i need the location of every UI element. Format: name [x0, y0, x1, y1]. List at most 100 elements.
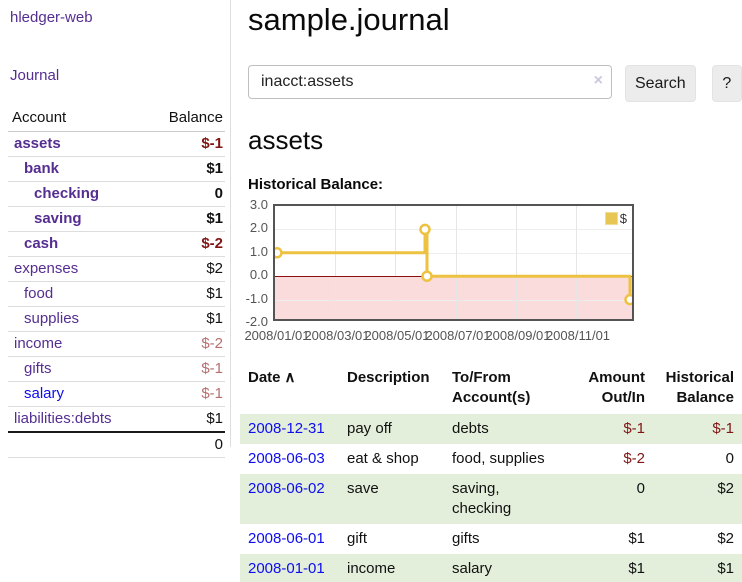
sort-asc-icon: ∧ [284, 369, 296, 386]
transaction-balance: $-1 [712, 420, 734, 437]
transaction-amount: $1 [628, 560, 645, 577]
search-button[interactable]: Search [625, 65, 696, 102]
register-header-row: Date ∧ Description To/From Account(s) Amo… [240, 363, 742, 414]
gridline [275, 253, 632, 254]
search-input[interactable] [248, 65, 612, 99]
account-row: supplies $1 [8, 306, 225, 332]
account-balance: $1 [146, 306, 225, 332]
page-title: sample.journal [248, 2, 450, 37]
register-row: 2008-06-03 eat & shop food, supplies $-2… [240, 444, 742, 474]
accounts-col-balance: Balance [146, 105, 225, 132]
y-tick: 2.0 [249, 220, 268, 235]
x-tick: 2008/11/01 [545, 328, 611, 343]
account-balance: $-2 [146, 331, 225, 357]
transaction-date-link[interactable]: 2008-01-01 [248, 560, 325, 577]
register-table: Date ∧ Description To/From Account(s) Amo… [240, 363, 742, 582]
account-row: salary $-1 [8, 381, 225, 407]
help-button[interactable]: ? [711, 65, 742, 102]
transaction-accounts: gifts [452, 530, 480, 547]
transaction-amount: 0 [636, 480, 645, 497]
account-link-liabilities-debts[interactable]: liabilities:debts [14, 410, 112, 427]
transaction-description: pay off [347, 420, 392, 437]
transaction-balance: $2 [717, 480, 734, 497]
account-balance: $2 [146, 256, 225, 282]
gridline [275, 300, 632, 301]
account-row: cash $-2 [8, 231, 225, 257]
account-row: income $-2 [8, 331, 225, 357]
account-balance: $-1 [146, 131, 225, 157]
account-row: expenses $2 [8, 256, 225, 282]
main-content: sample.journal × Search ? assets Histori… [240, 0, 742, 582]
transaction-date-link[interactable]: 2008-12-31 [248, 420, 325, 437]
balance-series-line [275, 223, 632, 306]
register-col-accounts: To/From Account(s) [452, 369, 531, 406]
x-tick: 2008/03/01 [304, 328, 370, 343]
account-link-cash[interactable]: cash [24, 235, 59, 252]
account-row: liabilities:debts $1 [8, 406, 225, 433]
transaction-accounts: food, supplies [452, 450, 545, 467]
chart-legend: $ [604, 211, 627, 226]
legend-swatch-icon [604, 212, 618, 225]
register-row: 2008-06-01 gift gifts $1 $2 [240, 524, 742, 554]
register-col-description: Description [347, 369, 430, 386]
account-row: assets $-1 [8, 131, 225, 157]
gridline [516, 206, 517, 319]
transaction-accounts: debts [452, 420, 489, 437]
account-balance: 0 [146, 181, 225, 207]
account-balance: $-2 [146, 231, 225, 257]
x-tick: 2008/07/01 [425, 328, 491, 343]
legend-label: $ [619, 211, 627, 226]
search-box: × [248, 65, 612, 99]
account-link-bank[interactable]: bank [24, 160, 60, 177]
account-link-gifts[interactable]: gifts [24, 360, 52, 377]
account-link-checking[interactable]: checking [34, 185, 100, 202]
transaction-date-link[interactable]: 2008-06-03 [248, 450, 325, 467]
transaction-balance: $2 [717, 530, 734, 547]
account-link-income[interactable]: income [14, 335, 63, 352]
x-tick: 2008/05/01 [364, 328, 430, 343]
register-row: 2008-01-01 income salary $1 $1 [240, 554, 742, 582]
sidebar-item-journal[interactable]: Journal [10, 67, 60, 84]
transaction-date-link[interactable]: 2008-06-02 [248, 480, 325, 497]
transaction-balance: $1 [717, 560, 734, 577]
register-row: 2008-06-02 save saving, checking 0 $2 [240, 474, 742, 524]
transaction-amount: $-1 [623, 420, 645, 437]
search-form: × Search ? [248, 65, 742, 102]
account-link-food[interactable]: food [24, 285, 54, 302]
account-link-expenses[interactable]: expenses [14, 260, 79, 277]
historical-balance-chart: 3.0 2.0 1.0 0.0 -1.0 -2.0 [240, 197, 742, 347]
transaction-description: save [347, 480, 379, 497]
y-tick: -1.0 [245, 291, 268, 306]
account-row: gifts $-1 [8, 356, 225, 382]
account-heading: assets [248, 125, 324, 155]
y-tick: 0.0 [249, 267, 268, 282]
register-col-date[interactable]: Date ∧ [248, 369, 296, 386]
account-balance: $1 [146, 281, 225, 307]
gridline [576, 206, 577, 319]
transaction-amount: $-2 [623, 450, 645, 467]
clear-search-icon[interactable]: × [593, 72, 603, 89]
account-link-supplies[interactable]: supplies [24, 310, 80, 327]
account-row: bank $1 [8, 156, 225, 182]
transaction-accounts: salary [452, 560, 493, 577]
accounts-table: Account Balance assets $-1 bank $1 check… [8, 105, 225, 458]
transaction-description: eat & shop [347, 450, 419, 467]
gridline [395, 206, 396, 319]
account-balance: $1 [146, 156, 225, 182]
transaction-accounts: saving, checking [452, 480, 512, 517]
app-title-link[interactable]: hledger-web [10, 9, 93, 26]
register-col-amount: Amount Out/In [588, 369, 645, 406]
transaction-date-link[interactable]: 2008-06-01 [248, 530, 325, 547]
accounts-total-row: 0 [8, 431, 225, 458]
transaction-balance: 0 [725, 450, 734, 467]
account-balance: $-1 [146, 381, 225, 407]
account-link-assets[interactable]: assets [14, 135, 61, 152]
account-balance: $1 [146, 406, 225, 433]
negative-region [275, 276, 632, 319]
account-link-salary[interactable]: salary [24, 385, 65, 402]
account-row: checking 0 [8, 181, 225, 207]
account-balance: $1 [146, 206, 225, 232]
y-tick: 3.0 [249, 197, 268, 212]
chart-title: Historical Balance: [248, 176, 384, 193]
account-link-saving[interactable]: saving [34, 210, 82, 227]
